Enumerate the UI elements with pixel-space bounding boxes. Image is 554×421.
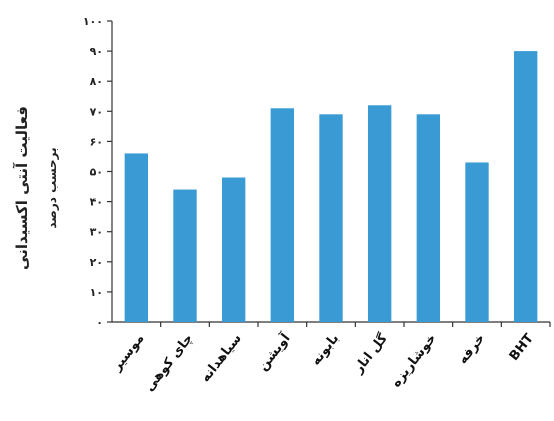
bar-4: [319, 114, 343, 322]
x-tick-label: موسیر: [109, 331, 148, 374]
x-tick-label: BHT: [507, 331, 537, 364]
y-tick-label: ۶۰: [90, 135, 103, 148]
bar-8: [513, 51, 538, 322]
y-tick-label: ۲۰: [90, 256, 103, 269]
bar-6: [416, 114, 441, 322]
y-tick-label: ۷۰: [90, 105, 103, 118]
y-tick-label: ۱۰۰: [83, 15, 103, 28]
bar-2: [221, 177, 246, 322]
x-tick-label: بابونه: [308, 331, 342, 368]
y-axis-sublabel: برحسب درصد: [45, 147, 59, 228]
y-ticks: ۰ ۱۰ ۲۰ ۳۰ ۴۰ ۵۰ ۶۰ ۷۰ ۸۰ ۹۰ ۱۰۰: [83, 15, 112, 329]
y-tick-label: ۳۰: [90, 226, 103, 239]
bars: [124, 51, 538, 322]
x-tick-label: خرفه: [455, 331, 488, 367]
bar-7: [465, 162, 489, 322]
y-axis-title: فعالیت آنتی اکسیدانی برحسب درصد: [13, 106, 59, 270]
bar-3: [270, 108, 295, 322]
y-tick-label: ۴۰: [90, 196, 103, 209]
y-tick-label: ۸۰: [90, 75, 103, 88]
y-axis-label: فعالیت آنتی اکسیدانی: [13, 106, 31, 270]
x-tick-label: گل انار: [350, 330, 391, 377]
y-tick-label: ۱۰: [90, 286, 103, 299]
y-tick-label: ۵۰: [90, 166, 103, 179]
bar-0: [124, 153, 149, 322]
x-tick-label: چای کوهی: [142, 331, 196, 394]
bar-1: [173, 189, 197, 322]
bar-5: [367, 105, 392, 322]
y-tick-label: ۰: [96, 316, 103, 329]
y-tick-label: ۹۰: [90, 45, 103, 58]
x-tick-label: سیاهدانه: [198, 331, 245, 385]
x-tick-label: خوشاریزه: [389, 331, 440, 390]
x-tick-label: آویشن: [254, 330, 294, 374]
